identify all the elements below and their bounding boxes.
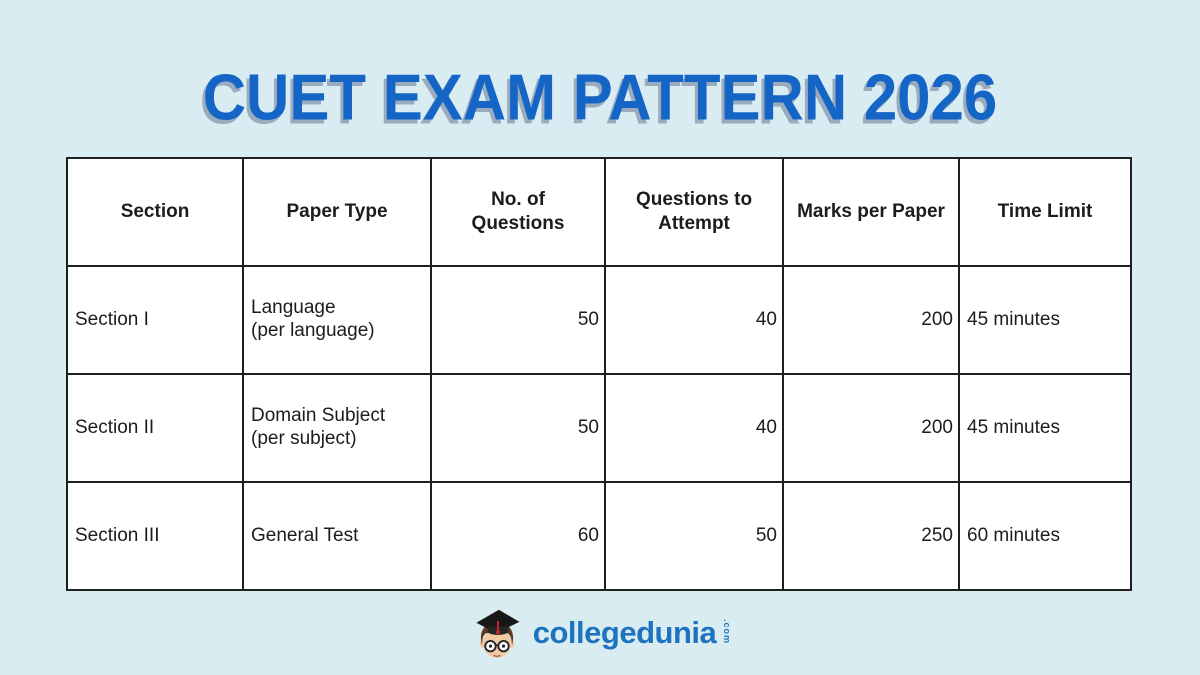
cell-marks-per-paper: 200 <box>782 373 960 483</box>
header-questions-to-attempt: Questions to Attempt <box>604 157 784 267</box>
cell-no-of-questions: 60 <box>430 481 606 591</box>
page-title: CUET EXAM PATTERN 2026 <box>202 61 998 134</box>
cell-marks-per-paper: 250 <box>782 481 960 591</box>
table-row: Section I Language (per language) 50 40 … <box>66 265 1132 375</box>
cell-questions-to-attempt: 50 <box>604 481 784 591</box>
header-marks-per-paper: Marks per Paper <box>782 157 960 267</box>
graduate-mascot-icon <box>476 609 520 658</box>
cell-no-of-questions: 50 <box>430 373 606 483</box>
brand-suffix: .com <box>722 619 733 645</box>
cell-marks-per-paper: 200 <box>782 265 960 375</box>
cell-paper-type: General Test <box>242 481 432 591</box>
header-time-limit: Time Limit <box>958 157 1132 267</box>
exam-pattern-table: Section Paper Type No. of Questions Ques… <box>66 157 1132 591</box>
cell-paper-type: Domain Subject (per subject) <box>242 373 432 483</box>
cell-time-limit: 45 minutes <box>958 373 1132 483</box>
header-paper-type: Paper Type <box>242 157 432 267</box>
table-header-row: Section Paper Type No. of Questions Ques… <box>66 157 1132 267</box>
cell-questions-to-attempt: 40 <box>604 265 784 375</box>
cell-time-limit: 60 minutes <box>958 481 1132 591</box>
cell-section: Section I <box>66 265 244 375</box>
cell-section: Section III <box>66 481 244 591</box>
brand-logo: collegedunia .com <box>0 604 1200 664</box>
cell-time-limit: 45 minutes <box>958 265 1132 375</box>
cell-no-of-questions: 50 <box>430 265 606 375</box>
table-row: Section II Domain Subject (per subject) … <box>66 373 1132 483</box>
header-no-of-questions: No. of Questions <box>430 157 606 267</box>
cell-questions-to-attempt: 40 <box>604 373 784 483</box>
brand-name: collegedunia <box>532 614 717 650</box>
cell-paper-type: Language (per language) <box>242 265 432 375</box>
header-section: Section <box>66 157 244 267</box>
cell-section: Section II <box>66 373 244 483</box>
table-row: Section III General Test 60 50 250 60 mi… <box>66 481 1132 591</box>
